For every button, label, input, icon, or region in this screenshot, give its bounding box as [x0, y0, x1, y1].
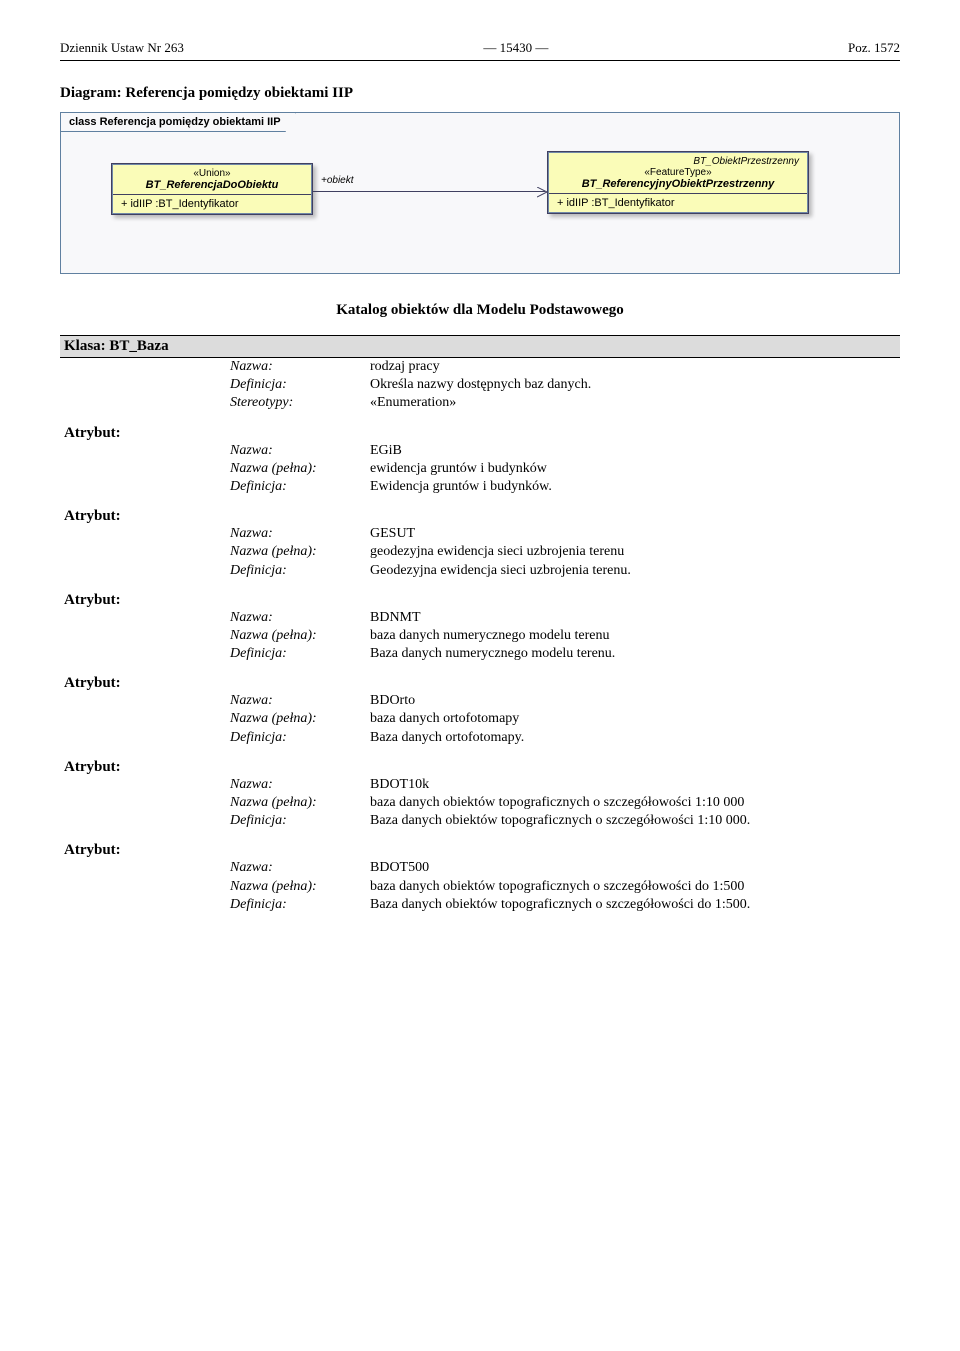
- header-left: Dziennik Ustaw Nr 263: [60, 40, 184, 56]
- attribute-block: Atrybut:Nazwa:EGiBNazwa (pełna):ewidencj…: [60, 425, 900, 497]
- label-nazwa-pelna: Nazwa (pełna):: [230, 710, 370, 728]
- uml-frame: class Referencja pomiędzy obiektami IIP …: [60, 112, 900, 274]
- attr-def: Baza danych ortofotomapy.: [370, 729, 900, 747]
- main-nazwa: rodzaj pracy: [370, 358, 900, 376]
- attr-pelna: geodezyjna ewidencja sieci uzbrojenia te…: [370, 543, 900, 561]
- label-nazwa: Nazwa:: [230, 776, 370, 794]
- uml-right-attr: + idIIP :BT_Identyfikator: [549, 194, 807, 212]
- attr-nazwa: BDNMT: [370, 609, 900, 627]
- attr-pelna: baza danych numerycznego modelu terenu: [370, 627, 900, 645]
- label-nazwa: Nazwa:: [230, 358, 370, 376]
- attr-def: Baza danych numerycznego modelu terenu.: [370, 645, 900, 663]
- uml-class-right: BT_ObiektPrzestrzenny «FeatureType» BT_R…: [547, 151, 809, 214]
- label-definicja: Definicja:: [230, 562, 370, 580]
- atrybut-label: Atrybut:: [60, 842, 900, 859]
- attribute-block: Atrybut:Nazwa:BDOT500Nazwa (pełna):baza …: [60, 842, 900, 914]
- label-definicja: Definicja:: [230, 376, 370, 394]
- label-nazwa: Nazwa:: [230, 859, 370, 877]
- attr-def: Ewidencja gruntów i budynków.: [370, 478, 900, 496]
- attribute-block: Atrybut:Nazwa:BDOrtoNazwa (pełna):baza d…: [60, 675, 900, 747]
- uml-right-stereotype: «FeatureType»: [557, 167, 799, 178]
- label-definicja: Definicja:: [230, 896, 370, 914]
- page-header: Dziennik Ustaw Nr 263 — 15430 — Poz. 157…: [60, 40, 900, 56]
- attr-nazwa: BDOrto: [370, 692, 900, 710]
- uml-left-stereotype: «Union»: [121, 168, 303, 179]
- label-nazwa-pelna: Nazwa (pełna):: [230, 627, 370, 645]
- label-nazwa-pelna: Nazwa (pełna):: [230, 543, 370, 561]
- attr-def: Geodezyjna ewidencja sieci uzbrojenia te…: [370, 562, 900, 580]
- main-ster: «Enumeration»: [370, 394, 900, 412]
- class-header: Klasa: BT_Baza: [60, 335, 900, 358]
- uml-class-left: «Union» BT_ReferencjaDoObiektu + idIIP :…: [111, 163, 313, 215]
- attr-pelna: baza danych obiektów topograficznych o s…: [370, 794, 900, 812]
- label-nazwa-pelna: Nazwa (pełna):: [230, 878, 370, 896]
- catalog-title: Katalog obiektów dla Modelu Podstawowego: [60, 302, 900, 319]
- label-nazwa-pelna: Nazwa (pełna):: [230, 460, 370, 478]
- attr-nazwa: EGiB: [370, 442, 900, 460]
- label-nazwa: Nazwa:: [230, 525, 370, 543]
- label-stereotypy: Stereotypy:: [230, 394, 370, 412]
- attr-def: Baza danych obiektów topograficznych o s…: [370, 812, 900, 830]
- attr-def: Baza danych obiektów topograficznych o s…: [370, 896, 900, 914]
- class-main-block: Nazwa:rodzaj pracy Definicja:Określa naz…: [60, 358, 900, 413]
- atrybut-label: Atrybut:: [60, 508, 900, 525]
- uml-association: [313, 191, 545, 192]
- attribute-block: Atrybut:Nazwa:BDOT10kNazwa (pełna):baza …: [60, 759, 900, 831]
- attr-nazwa: BDOT500: [370, 859, 900, 877]
- label-definicja: Definicja:: [230, 812, 370, 830]
- header-center: — 15430 —: [483, 40, 548, 56]
- attr-pelna: baza danych obiektów topograficznych o s…: [370, 878, 900, 896]
- diagram-title: Diagram: Referencja pomiędzy obiektami I…: [60, 85, 900, 102]
- label-nazwa: Nazwa:: [230, 692, 370, 710]
- label-definicja: Definicja:: [230, 645, 370, 663]
- attr-pelna: baza danych ortofotomapy: [370, 710, 900, 728]
- uml-right-topname: BT_ObiektPrzestrzenny: [557, 156, 799, 167]
- label-nazwa-pelna: Nazwa (pełna):: [230, 794, 370, 812]
- label-definicja: Definicja:: [230, 478, 370, 496]
- label-definicja: Definicja:: [230, 729, 370, 747]
- uml-left-name: BT_ReferencjaDoObiektu: [121, 179, 303, 191]
- atrybut-label: Atrybut:: [60, 592, 900, 609]
- attr-pelna: ewidencja gruntów i budynków: [370, 460, 900, 478]
- uml-right-name: BT_ReferencyjnyObiektPrzestrzenny: [557, 178, 799, 190]
- attr-nazwa: BDOT10k: [370, 776, 900, 794]
- label-nazwa: Nazwa:: [230, 609, 370, 627]
- attribute-block: Atrybut:Nazwa:BDNMTNazwa (pełna):baza da…: [60, 592, 900, 664]
- uml-assoc-label: +obiekt: [321, 175, 354, 186]
- atrybut-label: Atrybut:: [60, 425, 900, 442]
- uml-left-attr: + idIIP :BT_Identyfikator: [113, 195, 311, 213]
- main-def: Określa nazwy dostępnych baz danych.: [370, 376, 900, 394]
- atrybut-label: Atrybut:: [60, 675, 900, 692]
- label-nazwa: Nazwa:: [230, 442, 370, 460]
- atrybut-label: Atrybut:: [60, 759, 900, 776]
- attr-nazwa: GESUT: [370, 525, 900, 543]
- header-divider: [60, 60, 900, 61]
- header-right: Poz. 1572: [848, 40, 900, 56]
- attribute-block: Atrybut:Nazwa:GESUTNazwa (pełna):geodezy…: [60, 508, 900, 580]
- uml-frame-label: class Referencja pomiędzy obiektami IIP: [61, 113, 296, 132]
